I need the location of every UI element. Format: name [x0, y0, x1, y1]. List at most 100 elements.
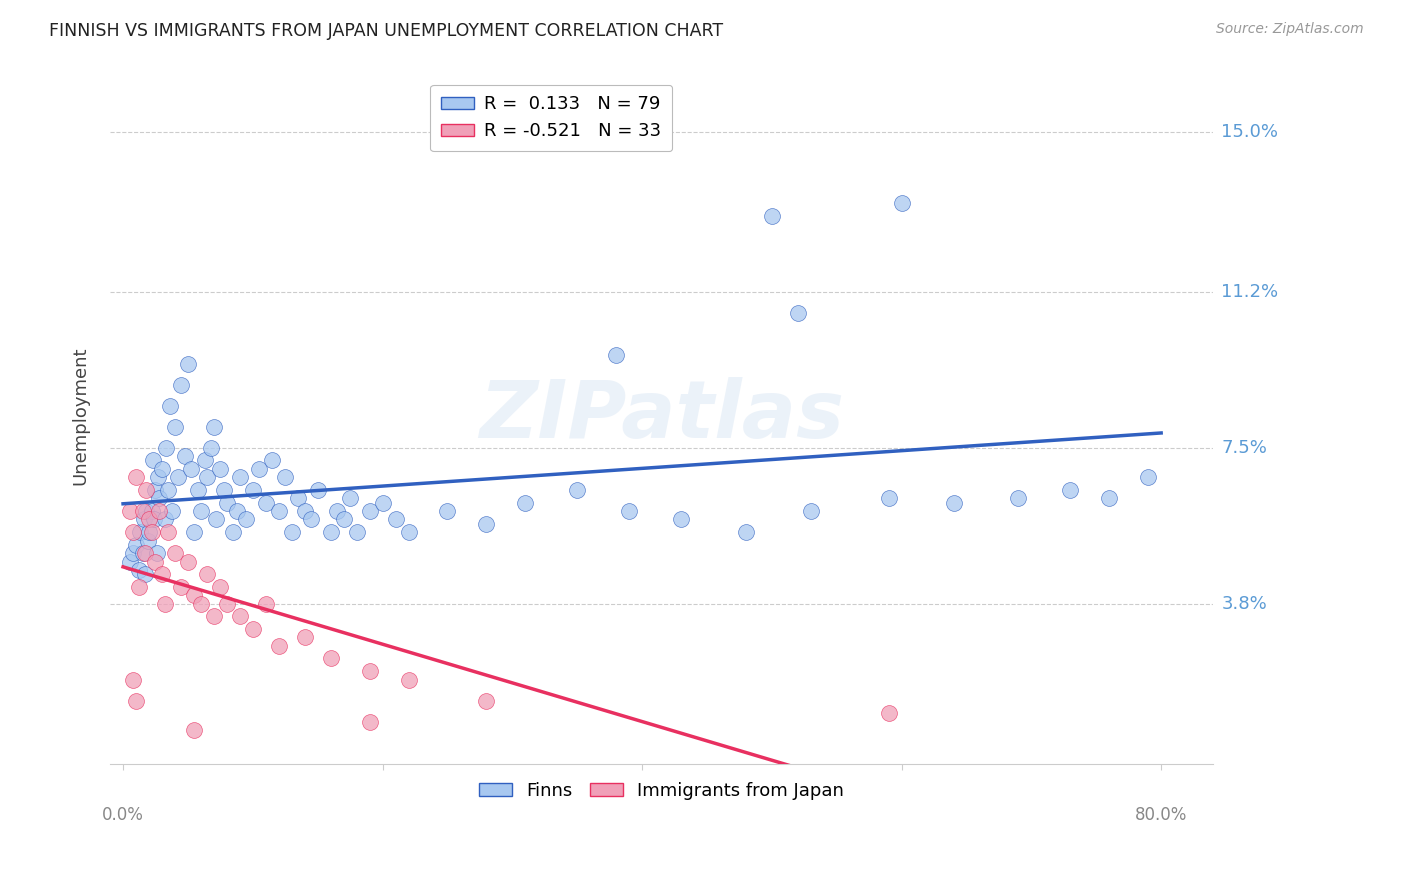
Point	[786, 306, 808, 320]
Point	[384, 512, 406, 526]
Point	[200, 441, 222, 455]
Point	[209, 580, 232, 594]
Point	[254, 597, 277, 611]
Point	[254, 495, 277, 509]
Point	[142, 453, 165, 467]
Point	[475, 693, 498, 707]
Point	[122, 524, 145, 539]
Point	[150, 462, 173, 476]
Point	[134, 546, 156, 560]
Point	[157, 524, 180, 539]
Point	[177, 555, 200, 569]
Point	[157, 483, 180, 497]
Point	[1059, 483, 1081, 497]
Text: 11.2%: 11.2%	[1222, 283, 1278, 301]
Point	[163, 546, 186, 560]
Point	[235, 512, 257, 526]
Point	[141, 524, 163, 539]
Point	[1098, 491, 1121, 506]
Text: FINNISH VS IMMIGRANTS FROM JAPAN UNEMPLOYMENT CORRELATION CHART: FINNISH VS IMMIGRANTS FROM JAPAN UNEMPLO…	[49, 22, 723, 40]
Point	[125, 693, 148, 707]
Point	[135, 483, 157, 497]
Point	[170, 377, 193, 392]
Point	[515, 495, 537, 509]
Point	[800, 504, 823, 518]
Point	[222, 524, 245, 539]
Point	[128, 580, 150, 594]
Point	[669, 512, 692, 526]
Point	[359, 504, 381, 518]
Point	[877, 706, 900, 721]
Point	[148, 491, 170, 506]
Point	[267, 639, 290, 653]
Point	[197, 567, 219, 582]
Point	[138, 524, 160, 539]
Point	[170, 580, 193, 594]
Point	[274, 470, 297, 484]
Point	[148, 504, 170, 518]
Point	[436, 504, 458, 518]
Point	[122, 546, 145, 560]
Point	[371, 495, 394, 509]
Point	[267, 504, 290, 518]
Text: Source: ZipAtlas.com: Source: ZipAtlas.com	[1216, 22, 1364, 37]
Point	[129, 524, 152, 539]
Point	[163, 419, 186, 434]
Y-axis label: Unemployment: Unemployment	[72, 347, 89, 485]
Point	[136, 533, 159, 548]
Point	[307, 483, 329, 497]
Point	[159, 399, 181, 413]
Point	[125, 470, 148, 484]
Point	[280, 524, 302, 539]
Point	[187, 483, 209, 497]
Text: 3.8%: 3.8%	[1222, 595, 1267, 613]
Text: 7.5%: 7.5%	[1222, 439, 1267, 457]
Point	[131, 546, 153, 560]
Point	[398, 524, 420, 539]
Point	[242, 622, 264, 636]
Point	[567, 483, 589, 497]
Point	[162, 504, 184, 518]
Point	[174, 449, 197, 463]
Point	[332, 512, 354, 526]
Point	[138, 512, 160, 526]
Point	[202, 419, 225, 434]
Point	[194, 453, 217, 467]
Point	[262, 453, 284, 467]
Point	[190, 504, 212, 518]
Text: 15.0%: 15.0%	[1222, 123, 1278, 141]
Point	[215, 597, 238, 611]
Point	[761, 209, 783, 223]
Legend: Finns, Immigrants from Japan: Finns, Immigrants from Japan	[472, 774, 851, 807]
Point	[1007, 491, 1029, 506]
Point	[1137, 470, 1160, 484]
Point	[942, 495, 965, 509]
Point	[319, 524, 342, 539]
Point	[877, 491, 900, 506]
Text: ZIPatlas: ZIPatlas	[479, 377, 844, 455]
Point	[150, 567, 173, 582]
Point	[145, 483, 167, 497]
Point	[215, 495, 238, 509]
Text: 0.0%: 0.0%	[103, 806, 143, 824]
Point	[299, 512, 322, 526]
Point	[118, 504, 141, 518]
Point	[346, 524, 368, 539]
Point	[294, 504, 316, 518]
Point	[229, 609, 252, 624]
Point	[339, 491, 361, 506]
Point	[197, 470, 219, 484]
Point	[132, 512, 155, 526]
Point	[229, 470, 252, 484]
Point	[153, 597, 176, 611]
Point	[180, 462, 202, 476]
Point	[190, 597, 212, 611]
Point	[326, 504, 349, 518]
Point	[247, 462, 270, 476]
Point	[475, 516, 498, 531]
Point	[143, 512, 166, 526]
Point	[209, 462, 232, 476]
Point	[890, 196, 912, 211]
Point	[155, 441, 177, 455]
Point	[183, 723, 205, 738]
